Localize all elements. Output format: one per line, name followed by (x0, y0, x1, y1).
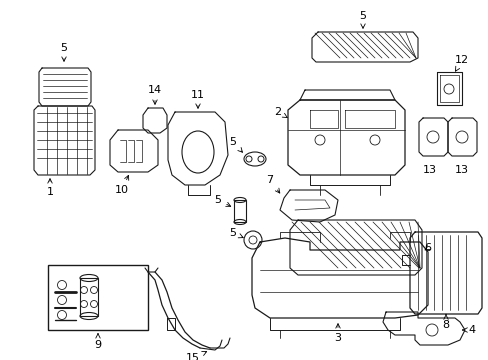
Text: 13: 13 (422, 165, 436, 175)
Text: 14: 14 (148, 85, 162, 104)
Text: 8: 8 (442, 314, 448, 330)
Text: 5: 5 (229, 137, 242, 152)
Text: 5: 5 (229, 228, 243, 238)
Text: 12: 12 (454, 55, 468, 71)
Text: 3: 3 (334, 324, 341, 343)
Text: 6: 6 (424, 243, 430, 253)
Text: 11: 11 (191, 90, 204, 108)
Text: 10: 10 (115, 175, 129, 195)
Text: 2: 2 (274, 107, 286, 118)
Text: 7: 7 (266, 175, 279, 193)
Text: 5: 5 (359, 11, 366, 28)
Bar (48, 265, 148, 330)
Bar (234, 200, 245, 222)
Text: 13: 13 (454, 165, 468, 175)
Text: 1: 1 (46, 179, 53, 197)
Text: 5: 5 (61, 43, 67, 61)
Text: 4: 4 (462, 325, 475, 335)
Text: 5: 5 (214, 195, 230, 206)
Text: 15: 15 (185, 351, 206, 360)
Text: 9: 9 (94, 334, 102, 350)
Bar (80, 278, 98, 316)
